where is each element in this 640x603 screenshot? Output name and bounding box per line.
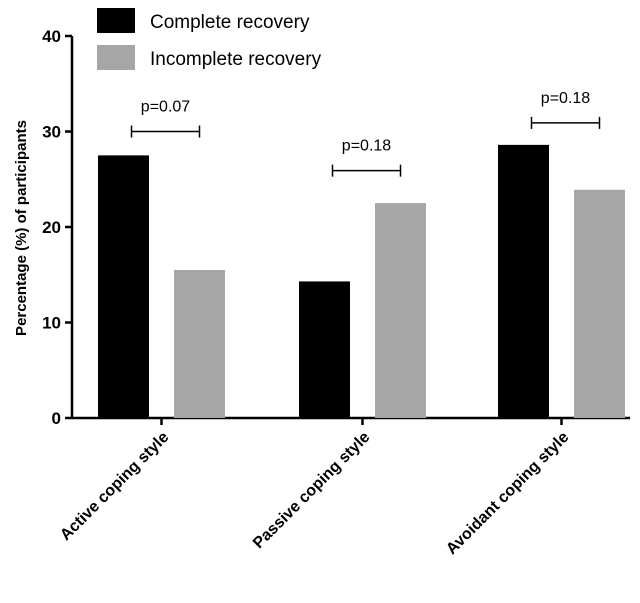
legend-swatch-incomplete-recovery [97, 45, 135, 70]
bar [299, 281, 350, 418]
bars [98, 144, 625, 418]
bar [174, 269, 225, 418]
x-tick-label: Active coping style [57, 429, 172, 544]
x-tick-label: Avoidant coping style [443, 429, 572, 558]
y-tick-label: 0 [52, 409, 61, 428]
legend: Complete recovery Incomplete recovery [97, 8, 322, 70]
x-tick-label: Passive coping style [250, 429, 373, 552]
significance-annotations: p=0.07 p=0.18 p=0.18 [130, 90, 601, 177]
y-tick-label: 20 [42, 218, 61, 237]
legend-swatch-complete-recovery [97, 8, 135, 33]
y-tick-label: 10 [42, 314, 61, 333]
y-axis-title: Percentage (%) of participants [13, 120, 30, 336]
x-axis-labels: Active coping style Passive coping style A… [57, 418, 572, 558]
p-value-label: p=0.07 [141, 99, 190, 116]
legend-label-incomplete-recovery: Incomplete recovery [150, 49, 322, 70]
p-value-label: p=0.18 [541, 90, 590, 107]
p-value-label: p=0.18 [342, 138, 391, 155]
bar [98, 155, 149, 418]
bar [375, 203, 426, 418]
axes: 0 10 20 30 40 [42, 27, 630, 428]
y-tick-label: 40 [42, 27, 61, 46]
bar [498, 144, 549, 418]
bar [574, 189, 625, 418]
y-tick-label: 30 [42, 123, 61, 142]
legend-label-complete-recovery: Complete recovery [150, 12, 310, 33]
